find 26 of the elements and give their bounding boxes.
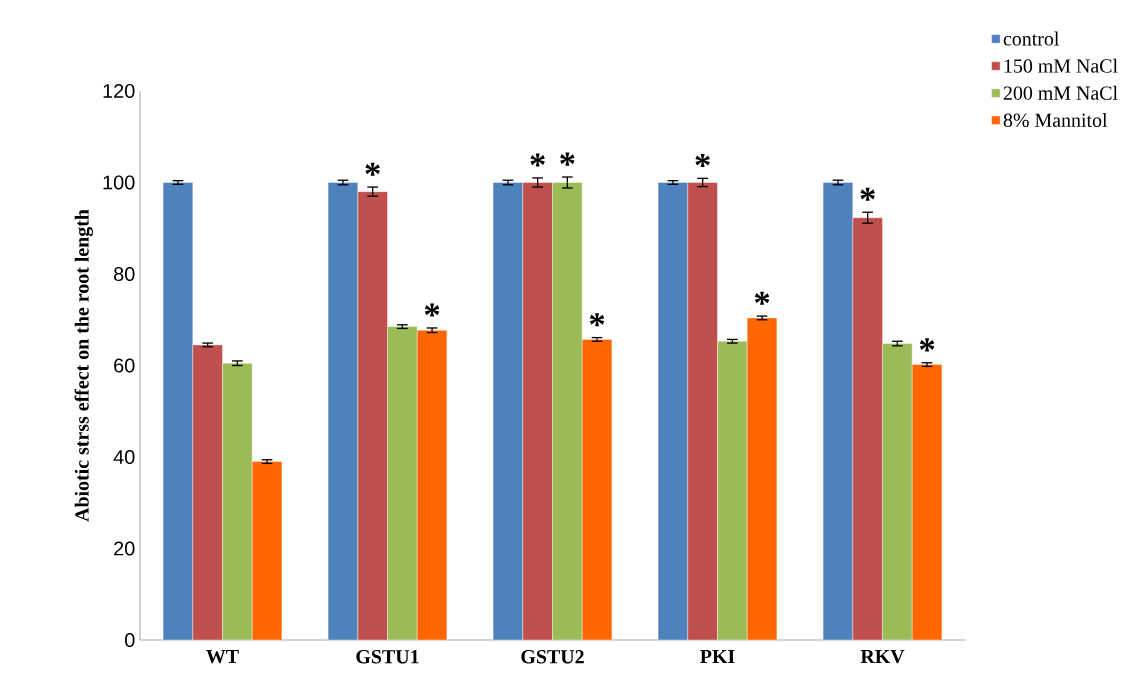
data-label: * xyxy=(860,187,875,201)
data-label: * xyxy=(365,162,380,176)
data-label: * xyxy=(424,303,440,317)
y-tick-label: 0 xyxy=(125,632,135,648)
data-label: * xyxy=(589,313,605,327)
y-tick-label: 40 xyxy=(113,449,135,465)
y-tick-label: 120 xyxy=(103,83,135,99)
y-tick-label: 100 xyxy=(103,175,135,190)
x-tick-label: GSTU2 xyxy=(521,650,584,664)
legend-label: control xyxy=(1003,31,1059,46)
legend-label: 200 mM NaCl xyxy=(1003,85,1118,100)
data-label: * xyxy=(530,153,545,167)
x-tick-label: PKI xyxy=(700,650,735,664)
y-tick-label: 20 xyxy=(114,541,135,556)
x-tick-label: WT xyxy=(206,650,239,664)
x-tick-label: RKV xyxy=(860,650,905,664)
data-label: * xyxy=(560,152,575,166)
legend-label: 8% Mannitol xyxy=(1003,112,1108,128)
data-label: * xyxy=(695,153,710,168)
y-tick-label: 80 xyxy=(114,266,135,282)
data-label: * xyxy=(919,338,935,352)
legend-label: 150 mM NaCl xyxy=(1004,58,1118,73)
x-tick-label: GSTU1 xyxy=(356,650,419,664)
data-label: * xyxy=(754,291,770,305)
y-tick-label: 60 xyxy=(114,358,135,373)
y-axis-title: Abiotic strss effect on the root length xyxy=(74,209,93,522)
